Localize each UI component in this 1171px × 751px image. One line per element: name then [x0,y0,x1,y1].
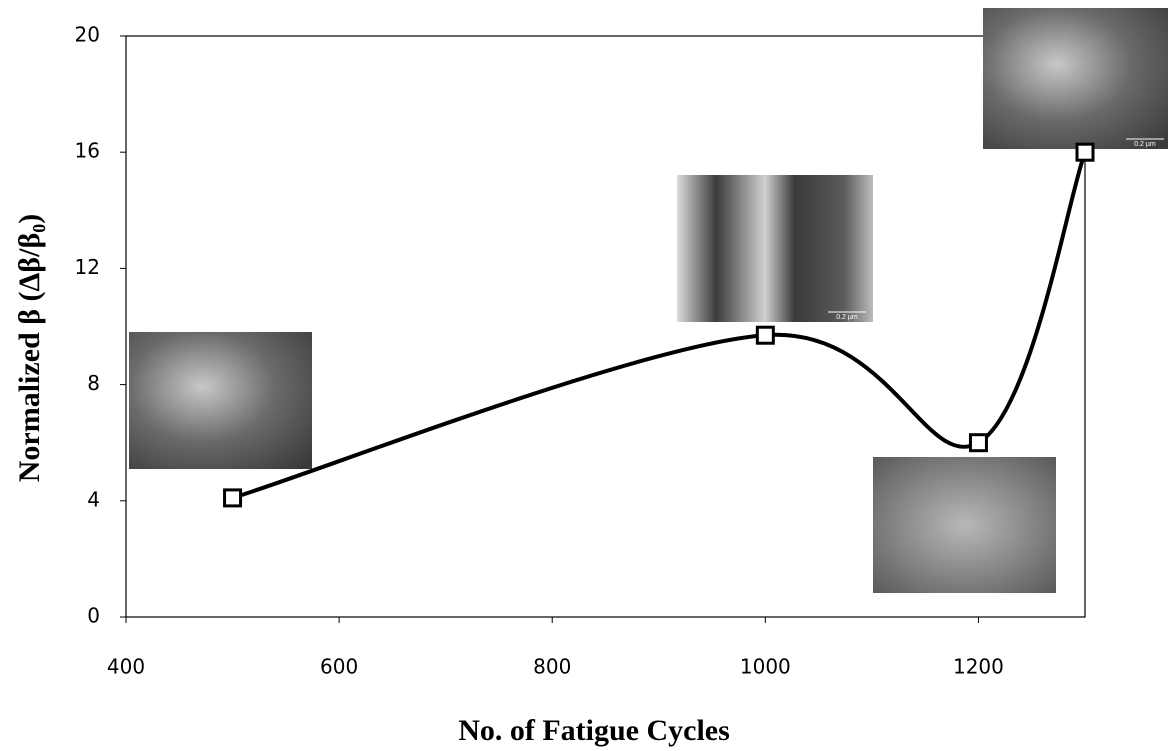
scale-label: 0.2 µm [1134,141,1156,148]
y-tick-label: 0 [87,604,100,628]
x-tick-label: 1000 [740,655,791,679]
y-tick-label: 4 [87,487,100,511]
marker [223,488,243,508]
scale-label: 0.2 µm [836,314,858,321]
x-tick-label: 800 [533,655,571,679]
y-tick-label: 8 [87,371,100,395]
marker [968,433,988,453]
y-tick-label: 20 [75,23,100,47]
y-tick-label: 12 [75,255,100,279]
x-axis-title: No. of Fatigue Cycles [458,714,730,747]
plot-frame [125,35,1086,618]
y-tick-label: 16 [75,139,100,163]
inset-image [129,332,312,469]
x-tick-label: 400 [107,655,145,679]
marker [755,325,775,345]
x-tick-label: 600 [320,655,358,679]
inset-image [677,175,873,322]
y-axis-title: Normalized β (Δβ/β₀) [13,214,46,483]
marker [1075,142,1095,162]
x-tick-label: 1200 [953,655,1004,679]
inset-image [983,8,1168,149]
inset-image [873,457,1056,593]
data-line [231,151,1087,500]
